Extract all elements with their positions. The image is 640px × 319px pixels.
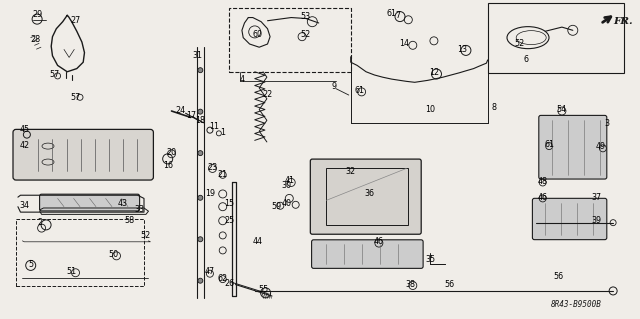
Text: 48: 48: [538, 177, 548, 186]
Text: 4: 4: [239, 75, 244, 84]
Text: 23: 23: [207, 163, 218, 172]
Text: 58: 58: [124, 216, 134, 225]
Text: 56: 56: [444, 280, 454, 289]
FancyBboxPatch shape: [310, 159, 421, 234]
Text: 12: 12: [429, 68, 439, 77]
Text: 8: 8: [492, 103, 497, 112]
Text: 9: 9: [332, 82, 337, 91]
Text: 43: 43: [118, 199, 128, 208]
Text: 17: 17: [186, 111, 196, 120]
Text: 16: 16: [163, 161, 173, 170]
Text: 57: 57: [70, 93, 81, 102]
FancyBboxPatch shape: [539, 115, 607, 179]
Text: 31: 31: [192, 51, 202, 60]
Circle shape: [198, 68, 203, 73]
Text: 50: 50: [109, 250, 119, 259]
Text: 45: 45: [19, 125, 29, 134]
Text: 8R43-B9500B: 8R43-B9500B: [551, 300, 602, 309]
Text: 20: 20: [166, 148, 177, 157]
Circle shape: [198, 109, 203, 114]
Text: 10: 10: [425, 105, 435, 114]
Text: 28: 28: [30, 35, 40, 44]
Text: 3: 3: [604, 119, 609, 128]
Text: 25: 25: [224, 216, 234, 225]
Text: 57: 57: [49, 70, 60, 79]
Text: 54: 54: [557, 105, 567, 114]
Text: 19: 19: [205, 189, 215, 198]
Text: 46: 46: [374, 237, 384, 246]
Text: 62: 62: [218, 274, 228, 283]
Text: 29: 29: [32, 10, 42, 19]
FancyBboxPatch shape: [40, 194, 140, 211]
Text: 7: 7: [396, 11, 401, 20]
Text: 49: 49: [595, 142, 605, 151]
Circle shape: [198, 237, 203, 242]
Text: 46: 46: [538, 193, 548, 202]
Text: 32: 32: [346, 167, 356, 176]
Text: 51: 51: [67, 267, 77, 276]
Text: 55: 55: [259, 285, 269, 294]
Text: 53: 53: [301, 12, 311, 21]
Text: 27: 27: [70, 16, 81, 25]
Circle shape: [198, 151, 203, 156]
Bar: [16, 219, 144, 286]
Text: 22: 22: [262, 90, 273, 99]
Circle shape: [198, 195, 203, 200]
Text: 39: 39: [591, 216, 602, 225]
Text: 52: 52: [301, 30, 311, 39]
Text: 26: 26: [224, 279, 234, 288]
Text: 11: 11: [209, 122, 220, 131]
Text: 40: 40: [282, 199, 292, 208]
Text: 61: 61: [387, 9, 397, 18]
Text: FR.: FR.: [613, 17, 633, 26]
Text: 61: 61: [355, 86, 365, 95]
Text: 2: 2: [37, 218, 42, 227]
Text: 61: 61: [544, 140, 554, 149]
Bar: [229, 8, 351, 72]
Bar: [326, 168, 408, 225]
Text: 42: 42: [19, 141, 29, 150]
Text: 13: 13: [457, 45, 467, 54]
Text: 47: 47: [205, 267, 215, 276]
Text: 24: 24: [175, 106, 186, 115]
Text: 33: 33: [134, 205, 145, 214]
Text: 1: 1: [220, 128, 225, 137]
Text: 41: 41: [284, 176, 294, 185]
Circle shape: [198, 278, 203, 283]
Text: 30: 30: [282, 181, 292, 190]
Text: 37: 37: [591, 193, 602, 202]
Text: 6: 6: [524, 56, 529, 64]
FancyBboxPatch shape: [532, 198, 607, 240]
Text: 36: 36: [365, 189, 375, 198]
Text: 18: 18: [195, 116, 205, 125]
Text: 59: 59: [271, 202, 282, 211]
Text: 35: 35: [425, 255, 435, 263]
Text: 52: 52: [141, 231, 151, 240]
Text: 21: 21: [218, 170, 228, 179]
Text: 60: 60: [252, 30, 262, 39]
Text: 15: 15: [224, 199, 234, 208]
Text: 44: 44: [252, 237, 262, 246]
Bar: [488, 3, 624, 73]
Text: 38: 38: [406, 280, 416, 289]
Text: 52: 52: [515, 39, 525, 48]
Text: 14: 14: [399, 39, 410, 48]
Text: 56: 56: [553, 272, 563, 281]
FancyBboxPatch shape: [312, 240, 423, 268]
FancyBboxPatch shape: [13, 130, 154, 180]
Text: 34: 34: [19, 201, 29, 210]
Text: 5: 5: [28, 260, 33, 269]
